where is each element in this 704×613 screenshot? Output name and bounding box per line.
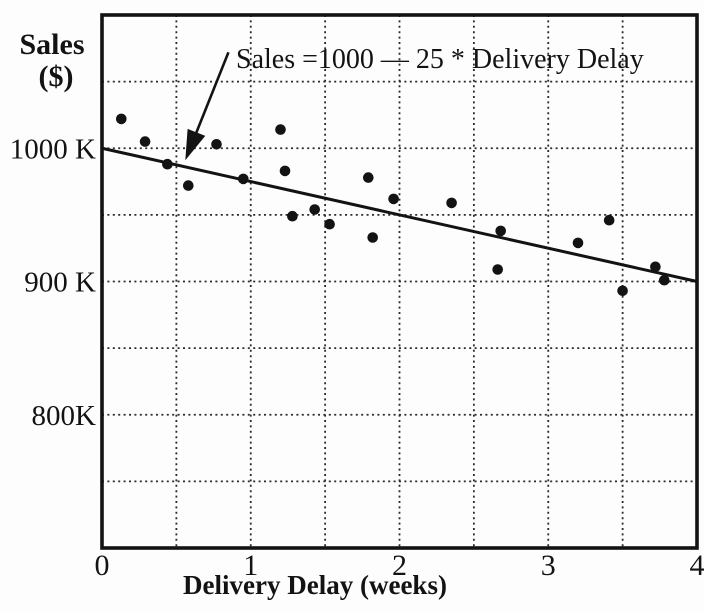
equation-annotation: Sales =1000 — 25 * Delivery Delay: [236, 44, 644, 75]
data-point: [495, 226, 506, 237]
y-axis-title: Sales: [19, 28, 84, 61]
data-point: [211, 139, 222, 150]
data-point: [492, 264, 503, 275]
data-point: [116, 114, 127, 125]
y-tick-label: 800K: [32, 400, 97, 432]
gridlines: [102, 15, 697, 548]
annotation-arrow-shaft: [195, 52, 228, 136]
data-point: [140, 136, 151, 147]
annotation-arrowhead-icon: [185, 129, 205, 160]
regression-line: [102, 148, 697, 281]
x-axis-title: Delivery Delay (weeks): [183, 570, 447, 600]
data-point: [446, 198, 457, 209]
data-point: [162, 159, 173, 170]
x-tick-label: 0: [95, 549, 110, 582]
y-axis-title-unit: ($): [39, 60, 74, 93]
x-tick-label: 4: [690, 549, 704, 582]
data-point: [367, 232, 378, 243]
data-point: [659, 275, 670, 286]
annotation-layer: [185, 52, 228, 160]
y-tick-label: 900 K: [24, 267, 96, 299]
data-point: [309, 204, 320, 215]
data-point: [604, 215, 615, 226]
data-point: [275, 124, 286, 135]
data-point: [388, 194, 399, 205]
data-point: [650, 262, 661, 273]
data-point: [238, 174, 249, 185]
data-point: [573, 238, 584, 249]
data-point: [183, 180, 194, 191]
data-point: [280, 166, 291, 177]
data-point: [287, 211, 298, 222]
x-tick-label: 3: [541, 549, 556, 582]
data-point: [324, 219, 335, 230]
y-tick-label: 1000 K: [10, 133, 96, 165]
data-point: [363, 172, 374, 183]
data-point: [617, 286, 628, 297]
